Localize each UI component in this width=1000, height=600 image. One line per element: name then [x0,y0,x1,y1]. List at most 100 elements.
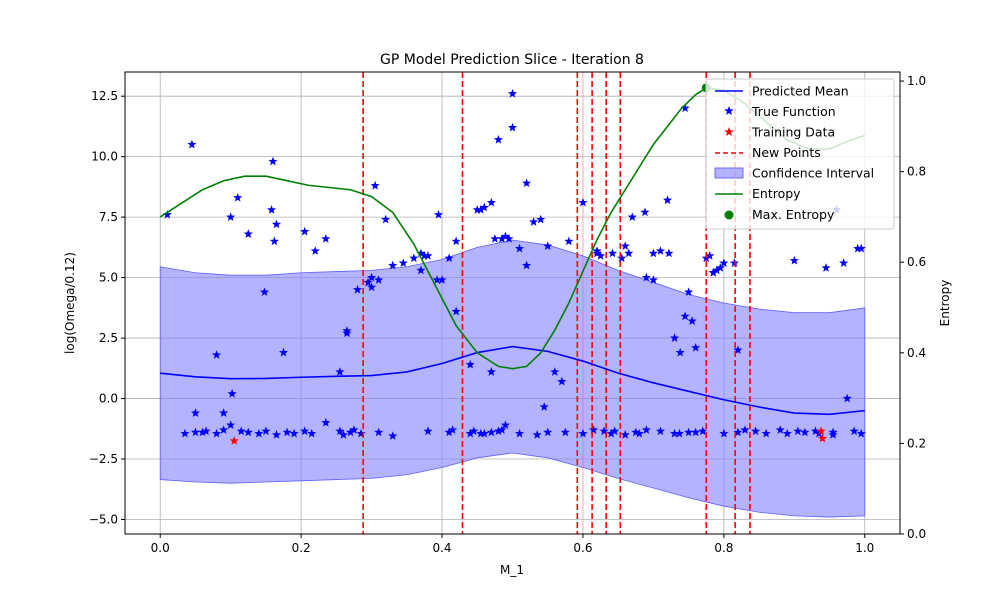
true-function-point [300,426,310,436]
true-function-point [733,345,743,355]
predicted-mean-path [160,345,865,416]
legend-max-entropy-swatch [724,210,734,220]
true-function-point [416,248,426,258]
true-function-point [610,426,620,436]
y-axis-ticks: −5.0 −2.5 0.0 2.5 5.0 7.5 10.0 12.5 [89,89,125,526]
true-function-point [578,197,588,207]
true-function-point [691,427,701,437]
true-function-point [715,263,725,272]
true-function-point [289,428,299,438]
legend: Predicted Mean True Function Training Da… [705,78,895,230]
true-function-point [486,427,496,437]
true-function-point [522,178,532,188]
true-function-point [212,350,222,359]
true-function-point [539,402,549,411]
legend-label-max-entropy: Max. Entropy [752,207,835,222]
true-function-point [233,192,243,202]
true-function-point [227,388,237,398]
true-function-point [374,275,384,284]
true-function-point [842,393,852,403]
true-function-point [162,209,172,219]
true-function-point [853,243,863,253]
true-function-point [627,212,637,222]
true-function-point [197,427,208,437]
true-function-point [321,417,331,427]
true-function-point [490,234,500,243]
y-tick-label: 7.5 [99,210,118,224]
true-function-point [640,207,650,217]
x-axis-label: M_1 [500,563,524,577]
true-function-point [388,260,398,270]
true-function-point [243,229,253,238]
true-function-point [849,426,859,436]
true-function-point [775,425,785,434]
y2-tick-label: 0.8 [907,165,926,179]
true-function-point [266,205,277,214]
legend-label-training-data: Training Data [751,125,835,140]
true-function-point [388,431,398,440]
true-function-point [705,251,715,260]
true-function-point [409,253,419,263]
true-function-point [751,426,761,436]
true-function-point [335,367,345,376]
true-function-point [606,428,616,438]
true-function-point [631,427,641,437]
true-function-point [810,426,821,436]
true-function-point [423,426,433,436]
legend-training-data-swatch [724,127,734,137]
true-function-point [620,241,630,251]
true-function-point [261,426,271,436]
true-function-point [472,205,482,214]
legend-label-predicted-mean: Predicted Mean [752,84,849,99]
true-function-point [433,209,444,219]
true-function-point [345,427,356,437]
true-function-point [268,156,278,166]
true-function-point [522,260,532,270]
true-function-point [497,425,507,434]
axes-frame [124,71,901,535]
true-function-point [493,134,503,144]
true-function-point [493,426,503,436]
true-function-point [219,408,229,417]
true-function-point [451,306,461,316]
true-function-point [674,428,685,438]
true-function-point [543,427,553,437]
true-function-point [300,226,310,236]
legend-label-entropy: Entropy [752,186,801,201]
true-function-point [664,248,674,258]
true-function-point [448,425,458,434]
true-function-point [259,287,270,296]
true-function-point [201,426,211,436]
true-function-markers [162,88,866,440]
true-function-point [469,426,479,436]
true-function-point [588,425,599,434]
true-function-point [624,248,634,258]
true-function-point [782,428,792,438]
true-function-point [564,236,574,246]
true-function-point [451,236,461,246]
true-function-point [669,428,680,438]
true-function-point [356,428,366,438]
y2-axis-label: Entropy [938,280,952,327]
y-axis-label: log(Omega/0.12) [63,252,77,354]
true-function-point [733,427,743,437]
y-tick-label: 2.5 [99,331,118,345]
true-function-point [641,272,651,282]
legend-true-function-swatch [724,106,734,116]
true-function-point [398,258,408,267]
true-function-point [486,197,496,207]
true-function-point [592,246,602,255]
true-function-point [236,426,246,436]
true-function-point [648,248,658,258]
true-function-point [486,367,496,376]
true-function-point [675,347,685,357]
true-function-point [419,251,429,260]
training-data-point [229,436,239,445]
y2-tick-label: 0.4 [907,346,926,360]
true-function-point [254,428,264,438]
y2-tick-label: 0.6 [907,255,926,269]
predicted-mean-line [160,345,865,416]
true-function-point [190,408,201,417]
true-function-point [342,328,352,338]
true-function-point [367,272,377,282]
